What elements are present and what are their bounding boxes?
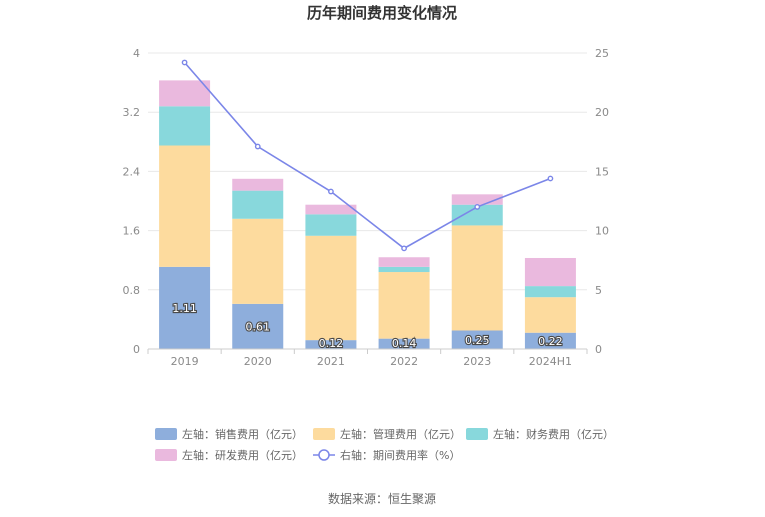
- bar-segment: [451, 330, 503, 349]
- legend-item[interactable]: 左轴：研发费用（亿元）: [155, 448, 303, 462]
- legend[interactable]: 左轴：销售费用（亿元） 左轴：管理费用（亿元） 左轴：财务费用（亿元） 左轴：研发费用…: [155, 427, 614, 462]
- y-left-tick-label: 4: [133, 47, 140, 60]
- bar-segment: [305, 340, 357, 349]
- x-tick-label: 2021: [317, 355, 345, 368]
- bar-segment: [524, 297, 576, 333]
- y-left-tick-label: 0: [133, 343, 140, 356]
- bar-segment: [305, 204, 357, 215]
- data-label-layer: 1.11 0.61 0.12 0.14 0.25 0.22: [171, 301, 564, 351]
- bar-data-label: 0.22: [538, 335, 563, 348]
- bar-segment: [232, 218, 284, 304]
- y-right-tick-label: 0: [595, 343, 602, 356]
- rate-line: [183, 61, 551, 250]
- bar-segment: [524, 286, 576, 298]
- legend-label: 左轴：财务费用（亿元）: [493, 427, 614, 441]
- legend-label: 左轴：管理费用（亿元）: [340, 427, 461, 441]
- bar-segment: [159, 145, 211, 267]
- bar-data-label: 1.11: [172, 302, 197, 315]
- y-left-tick-label: 3.2: [123, 106, 141, 119]
- rate-point: [328, 188, 334, 195]
- y-left-tick-label: 1.6: [123, 225, 141, 238]
- legend-marker: [318, 449, 330, 461]
- legend-item[interactable]: 左轴：管理费用（亿元）: [313, 427, 461, 441]
- legend-swatch: [466, 428, 488, 440]
- bar-segment: [159, 266, 211, 349]
- bar-segment: [232, 303, 284, 349]
- legend-item[interactable]: 左轴：财务费用（亿元）: [466, 427, 614, 441]
- bar-segment: [305, 235, 357, 341]
- legend-item[interactable]: 右轴：期间费用率（%）: [313, 448, 460, 462]
- legend-item[interactable]: 左轴：销售费用（亿元）: [155, 427, 303, 441]
- bar-layer: [159, 80, 576, 349]
- y-left-tick-label: 0.8: [123, 284, 141, 297]
- bar-segment: [378, 257, 430, 267]
- bar-segment: [451, 194, 503, 205]
- x-tick-label: 2020: [244, 355, 272, 368]
- legend-label: 左轴：研发费用（亿元）: [182, 448, 303, 462]
- bar-data-label: 0.12: [319, 337, 344, 350]
- bar-segment: [232, 190, 284, 219]
- bar-segment: [232, 178, 284, 191]
- rate-point: [254, 143, 261, 150]
- rate-point: [474, 204, 481, 210]
- y-right-tick-label: 10: [595, 225, 609, 238]
- rate-point: [547, 175, 554, 182]
- bar-segment: [451, 204, 503, 226]
- x-tick-label: 2023: [463, 355, 491, 368]
- bar-data-label: 0.25: [465, 334, 490, 347]
- bar-segment: [378, 338, 430, 349]
- legend-swatch: [155, 449, 177, 461]
- chart-title: 历年期间费用变化情况: [307, 4, 457, 22]
- data-source: 数据来源：恒生聚源: [328, 491, 436, 506]
- bar-data-label: 0.14: [392, 337, 417, 350]
- bar-segment: [524, 257, 576, 287]
- legend-label: 左轴：销售费用（亿元）: [182, 427, 303, 441]
- bar-segment: [305, 214, 357, 236]
- y-right-tick-label: 5: [595, 284, 602, 297]
- x-tick-label: 2022: [390, 355, 418, 368]
- bar-data-label: 0.61: [246, 320, 271, 333]
- grid-layer: [148, 52, 587, 291]
- bar-segment: [159, 106, 211, 146]
- bar-segment: [451, 225, 503, 331]
- legend-swatch: [313, 428, 335, 440]
- bar-segment: [159, 80, 211, 107]
- x-tick-label: 2024H1: [529, 355, 572, 368]
- rate-point: [181, 59, 188, 66]
- y-right-tick-label: 25: [595, 47, 609, 60]
- bar-segment: [524, 332, 576, 349]
- y-right-tick-label: 15: [595, 165, 609, 178]
- bar-segment: [378, 266, 430, 273]
- axis-layer: 0 0.8 1.6 2.4 3.2 4 0 5 10 15 20 25 2019 2020 2021 2022…: [123, 47, 610, 368]
- line-layer: [181, 59, 554, 252]
- legend-label: 右轴：期间费用率（%）: [340, 448, 460, 462]
- y-right-tick-label: 20: [595, 106, 609, 119]
- bar-segment: [378, 272, 430, 339]
- rate-point: [401, 245, 407, 252]
- y-left-tick-label: 2.4: [123, 165, 141, 178]
- legend-swatch: [155, 428, 177, 440]
- x-tick-label: 2019: [171, 355, 199, 368]
